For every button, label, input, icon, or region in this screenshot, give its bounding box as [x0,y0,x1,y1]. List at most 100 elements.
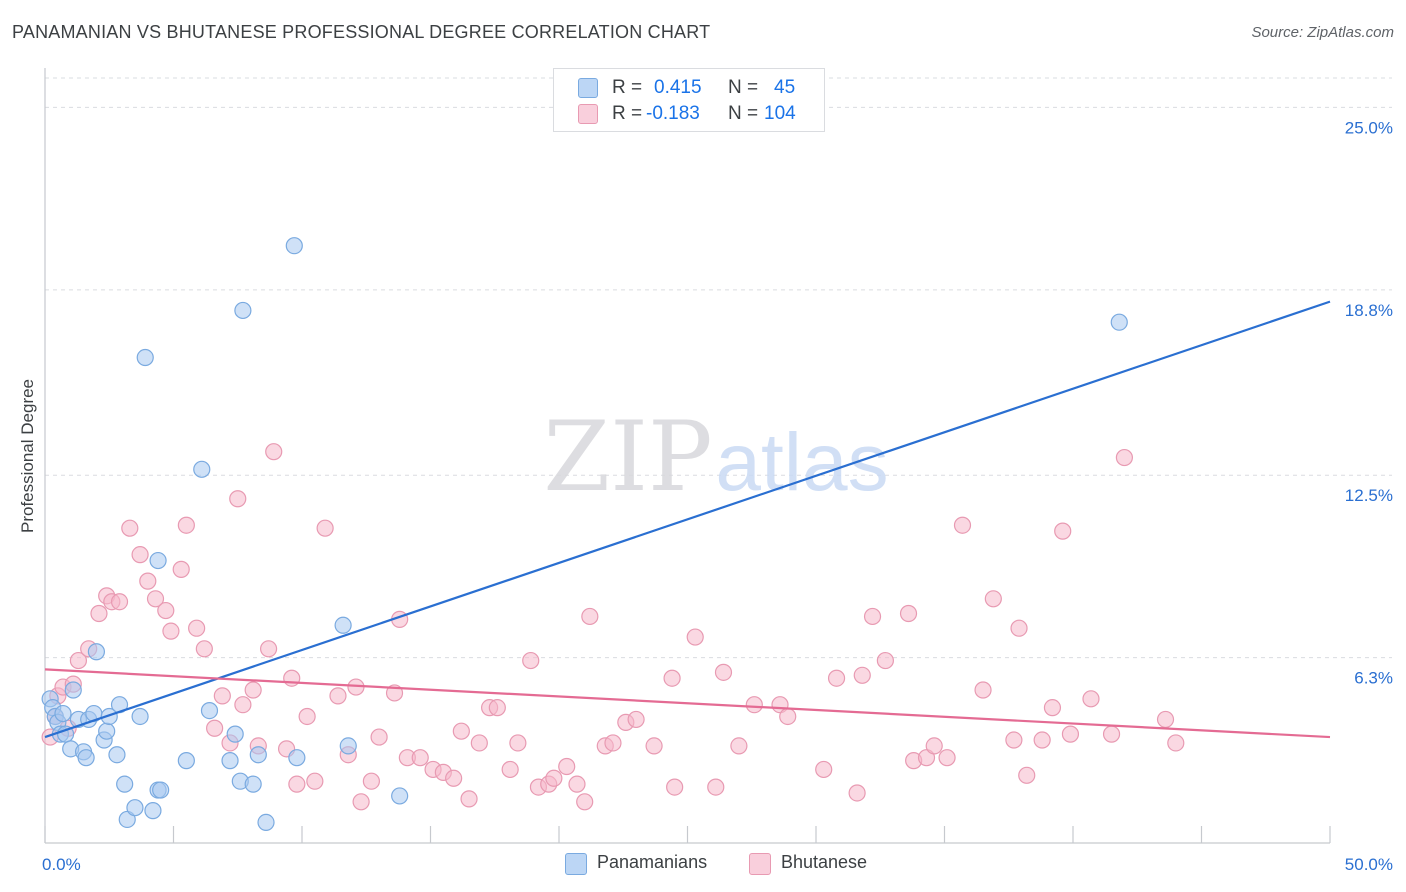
panamanian-point [221,752,239,770]
bhutanese-point [1102,725,1121,743]
bhutanese-point [352,793,370,811]
panamanian-point [193,460,211,478]
bhutanese-point [604,734,622,752]
bhutanese-point [411,749,429,767]
panamanian-point [108,746,126,764]
correlation-legend: R = 0.415 N = 45 R = -0.183 N = 104 [553,68,825,132]
panamanian-point [77,749,95,767]
panamanian-point [144,802,162,820]
bhutanese-point [853,666,871,684]
y-tick-label: 18.8% [1345,301,1393,320]
bhutanese-point [90,604,108,623]
bhutanese-point [452,722,470,740]
panamanian-point [200,701,219,720]
panamanian-point [257,813,275,832]
tick-labels: 6.3% 12.5% 18.8% 25.0% 0.0% 50.0% [42,118,1393,874]
bhutanese-point [69,651,88,670]
bhutanese-point [1115,448,1134,467]
bhutanese-point [984,590,1002,608]
bhutanese-point [925,737,943,755]
panamanian-point [334,616,352,634]
bhutanese-point [848,784,866,802]
panamanian-point [152,781,170,799]
panamanian-point [177,752,195,770]
bhutanese-point [121,519,139,537]
bhutanese-point [1005,731,1023,749]
legend-r-label: R = [612,77,643,98]
panamanian-point [226,725,244,743]
legend-n-label: N = [728,77,759,98]
bhutanese-point [899,604,918,623]
x-tick-label: 50.0% [1345,855,1393,874]
x-tick-label: 0.0% [42,855,81,874]
bhutanese-point [663,669,681,687]
bhutanese-point [827,669,846,687]
bhutanese-point [234,696,252,714]
legend-r-value: -0.183 [646,103,700,124]
bhutanese-point [316,519,334,537]
bhutanese-point [146,590,165,608]
legend-swatch-pink [749,853,771,875]
panamanian-point [249,746,267,764]
chart-title: PANAMANIAN VS BHUTANESE PROFESSIONAL DEG… [12,22,711,42]
bhutanese-point [509,734,527,752]
panamanian-point [116,775,134,793]
bhutanese-point [265,443,283,461]
legend-swatch-pink [578,104,598,124]
panamanian-point [234,301,252,320]
bhutanese-point [172,560,190,578]
bhutanese-point [576,793,594,811]
bhutanese-point [460,790,478,808]
bhutanese-point [244,681,262,699]
panamanian-point [87,643,106,661]
bhutanese-point [370,728,388,746]
panamanian-point [98,722,116,740]
panamanian-trend-line [44,300,1331,739]
axes [44,68,1331,844]
bhutanese-point [110,593,129,611]
panamanian-point [1110,313,1128,331]
legend-r-label: R = [612,103,643,124]
bhutanese-point [177,516,195,534]
bhutanese-point [1167,734,1185,752]
panamanian-point [288,749,306,767]
bhutanese-point [627,710,645,729]
bhutanese-point [707,778,725,796]
bhutanese-point [306,772,324,790]
panamanian-point [64,681,82,699]
bhutanese-point [779,707,797,726]
bhutanese-point [1156,710,1175,729]
bhutanese-point [815,760,833,779]
bhutanese-point [745,696,763,714]
bhutanese-point [162,622,180,640]
legend-n-value: 104 [764,103,796,124]
panamanian-point [285,237,303,255]
panamanian-point [100,707,118,726]
bhutanese-point [581,607,599,626]
bhutanese-point [568,775,586,793]
bhutanese-point [259,640,278,658]
legend-r-value: 0.415 [654,77,702,98]
bhutanese-point [666,778,684,796]
bhutanese-point [522,651,540,670]
bhutanese-point [1043,699,1062,717]
bhutanese-point [545,769,563,787]
bhutanese-point [974,681,992,699]
bhutanese-point [195,640,213,658]
legend-n-value: 45 [774,77,796,98]
source-label: Source: ZipAtlas.com [1251,24,1394,41]
legend-swatch-blue [578,78,598,98]
bhutanese-point [1061,725,1080,743]
panamanian-point [131,707,149,726]
panamanian-point [126,799,144,817]
watermark-atlas: atlas [715,417,888,508]
bhutanese-point [876,651,894,670]
bhutanese-point [686,628,704,646]
legend-swatch-blue [565,853,587,875]
bhutanese-point [283,669,301,687]
bhutanese-point [298,707,316,726]
bhutanese-point [714,663,733,681]
gridlines [45,77,1392,659]
bhutanese-point [863,607,882,626]
panamanian-point [244,775,262,793]
